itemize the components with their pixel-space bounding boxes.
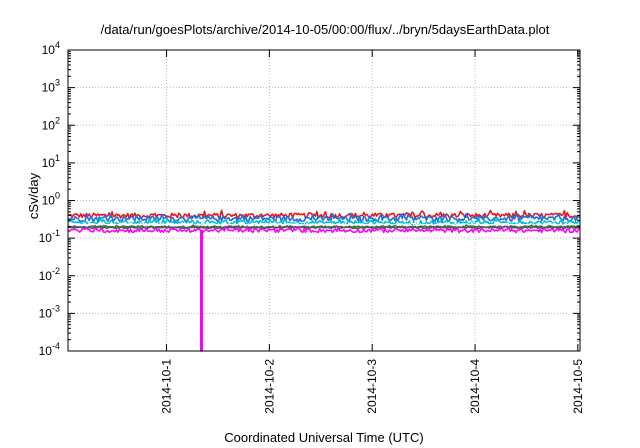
x-tick-label: 2014-10-5 xyxy=(571,359,585,414)
gridlines xyxy=(68,50,580,351)
x-tick-labels: 2014-10-1 2014-10-2 2014-10-3 2014-10-4 2014… xyxy=(160,359,585,414)
x-tick-label: 2014-10-1 xyxy=(160,359,174,414)
series-line-4 xyxy=(67,222,581,226)
series-line-6 xyxy=(67,225,581,230)
x-tick-label: 2014-10-3 xyxy=(365,359,379,414)
y-tick-labels: 10-4 10-3 10-2 10-1 100 101 102 103 104 xyxy=(39,40,60,358)
tick-marks xyxy=(68,49,580,352)
y-tick-label: 100 xyxy=(42,191,60,208)
series-line-1 xyxy=(67,209,581,219)
x-tick-label: 2014-10-4 xyxy=(468,359,482,414)
x-axis-label: Coordinated Universal Time (UTC) xyxy=(224,430,423,445)
series-layer xyxy=(67,209,581,352)
y-tick-label: 101 xyxy=(42,153,60,170)
y-tick-label: 102 xyxy=(42,115,60,132)
y-tick-label: 104 xyxy=(42,40,60,57)
series-line-7 xyxy=(67,225,581,352)
y-tick-label: 103 xyxy=(42,78,60,95)
chart-title: /data/run/goesPlots/archive/2014-10-05/0… xyxy=(101,22,550,37)
y-tick-label: 10-3 xyxy=(39,303,60,320)
y-tick-label: 10-2 xyxy=(39,266,60,283)
x-tick-label: 2014-10-2 xyxy=(262,359,276,414)
y-tick-label: 10-4 xyxy=(39,341,60,358)
y-tick-label: 10-1 xyxy=(39,228,60,245)
y-axis-label: cSv/day xyxy=(26,172,41,219)
